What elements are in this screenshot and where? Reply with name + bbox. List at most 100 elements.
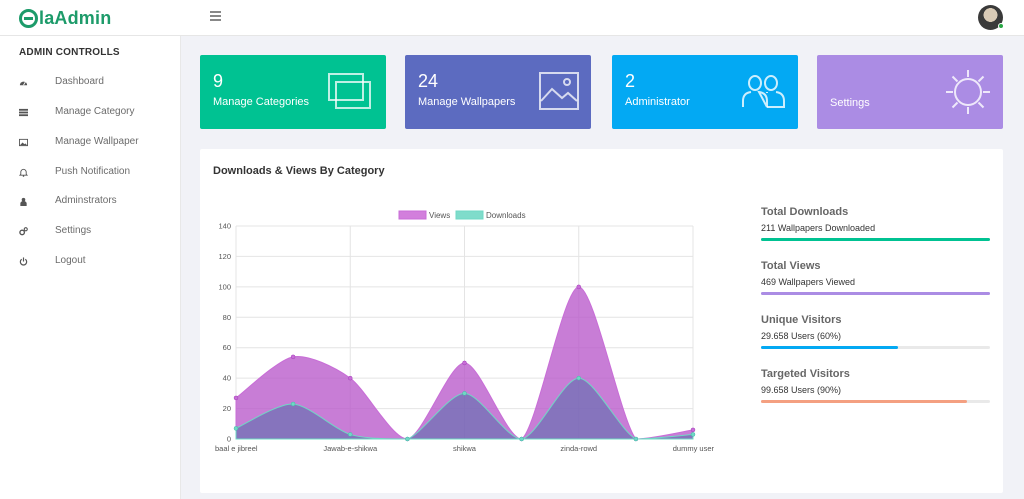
- data-point: [462, 391, 467, 396]
- card-label: Manage Wallpapers: [418, 96, 516, 108]
- progress-title: Total Downloads: [761, 206, 849, 218]
- data-point: [290, 354, 296, 360]
- data-point: [576, 284, 581, 290]
- legend-label: Downloads: [486, 211, 526, 220]
- data-point: [233, 426, 239, 431]
- y-tick-label: 140: [218, 222, 231, 231]
- data-point: [519, 436, 524, 442]
- progress-title: Targeted Visitors: [761, 368, 850, 380]
- legend-swatch: [455, 210, 484, 220]
- gear-outline-icon: [946, 70, 990, 114]
- legend-swatch: [398, 210, 427, 220]
- data-point: [576, 375, 581, 381]
- online-status-dot: [998, 23, 1004, 29]
- sidebar-item-adminstrators[interactable]: Adminstrators: [0, 191, 180, 213]
- card-label: Settings: [830, 97, 870, 109]
- users-outline-icon: [742, 74, 785, 108]
- cogs-icon: [19, 227, 28, 236]
- brand-name: laAdmin: [39, 7, 112, 28]
- panel-title: Downloads & Views By Category: [213, 165, 385, 177]
- card-label: Manage Categories: [213, 96, 310, 108]
- data-point: [290, 401, 296, 407]
- sidebar-item-label: Manage Wallpaper: [55, 136, 139, 147]
- x-tick-label: zinda-rowd: [560, 444, 597, 453]
- progress-track: [761, 238, 990, 241]
- y-tick-label: 20: [223, 404, 231, 413]
- card-label: Administrator: [625, 96, 690, 108]
- x-tick-label: baal e jibreel: [215, 444, 258, 453]
- data-point: [348, 375, 353, 381]
- image-icon: [19, 138, 28, 147]
- sidebar-item-push-notification[interactable]: Push Notification: [0, 162, 180, 184]
- data-point: [462, 360, 467, 366]
- progress-title: Unique Visitors: [761, 314, 842, 326]
- data-point: [690, 427, 696, 433]
- progress-track: [761, 292, 990, 295]
- card-manage-wallpapers[interactable]: 24 Manage Wallpapers: [405, 55, 591, 129]
- progress-unique-visitors: Unique Visitors 29.658 Users (60%): [761, 314, 990, 349]
- progress-subtitle: 211 Wallpapers Downloaded: [761, 223, 876, 233]
- y-tick-label: 80: [223, 313, 231, 322]
- logo-e-icon: [19, 8, 38, 28]
- data-point: [633, 436, 639, 442]
- downloads-views-panel: Downloads & Views By Category 0 20 40 60 80 1…: [200, 149, 1003, 493]
- bell-icon: [18, 168, 29, 177]
- progress-fill: [761, 346, 899, 349]
- legend-label: Views: [429, 211, 450, 220]
- x-tick-label: Jawab-e-shikwa: [323, 444, 378, 453]
- card-manage-categories[interactable]: 9 Manage Categories: [200, 55, 386, 129]
- sidebar-item-label: Settings: [55, 225, 92, 236]
- y-tick-label: 60: [223, 343, 231, 352]
- top-bar: laAdmin: [0, 0, 1024, 36]
- list-icon: [19, 108, 28, 117]
- progress-total-views: Total Views 469 Wallpapers Viewed: [761, 260, 990, 295]
- power-icon: [19, 257, 28, 266]
- sidebar-item-manage-wallpaper[interactable]: Manage Wallpaper: [0, 132, 180, 154]
- y-tick-label: 120: [218, 252, 231, 261]
- menu-toggle-icon[interactable]: [210, 11, 221, 21]
- sidebar-item-manage-category[interactable]: Manage Category: [0, 102, 180, 124]
- sidebar-item-logout[interactable]: Logout: [0, 251, 180, 273]
- progress-subtitle: 99.658 Users (90%): [761, 385, 842, 395]
- x-tick-label: shikwa: [453, 444, 477, 453]
- progress-subtitle: 469 Wallpapers Viewed: [761, 277, 856, 287]
- progress-track: [761, 400, 990, 403]
- users-icon: [19, 197, 28, 206]
- card-value: 9: [213, 71, 224, 91]
- sidebar-item-label: Dashboard: [55, 76, 104, 87]
- progress-subtitle: 29.658 Users (60%): [761, 331, 842, 341]
- sidebar-item-label: Logout: [55, 255, 86, 266]
- data-point: [233, 395, 239, 401]
- data-point: [690, 432, 696, 437]
- series-area-downloads: [235, 377, 694, 440]
- data-point: [405, 436, 410, 442]
- progress-fill: [761, 292, 990, 295]
- progress-fill: [761, 238, 990, 241]
- card-value: 24: [418, 71, 439, 91]
- progress-fill: [761, 400, 968, 403]
- sidebar-item-dashboard[interactable]: Dashboard: [0, 72, 180, 94]
- downloads-views-chart: 0 20 40 60 80 100 120 140 baal e jibreel Jawab-e-…: [215, 210, 715, 453]
- x-tick-label: dummy user: [673, 444, 715, 453]
- brand-logo[interactable]: laAdmin: [19, 7, 111, 29]
- progress-targeted-visitors: Targeted Visitors 99.658 Users (90%): [761, 368, 990, 403]
- sidebar: ADMIN CONTROLLS Dashboard Manage Categor…: [0, 36, 181, 499]
- layers-icon: [328, 73, 371, 109]
- y-tick-label: 40: [223, 374, 231, 383]
- sidebar-item-label: Adminstrators: [55, 195, 117, 206]
- sidebar-title: ADMIN CONTROLLS: [19, 47, 120, 58]
- card-settings[interactable]: Settings: [817, 55, 1003, 129]
- card-administrator[interactable]: 2 Administrator: [612, 55, 798, 129]
- picture-icon: [539, 72, 579, 110]
- progress-total-downloads: Total Downloads 211 Wallpapers Downloade…: [761, 206, 990, 241]
- progress-title: Total Views: [761, 260, 821, 272]
- progress-track: [761, 346, 990, 349]
- data-point: [348, 432, 353, 437]
- y-tick-label: 100: [218, 282, 231, 291]
- sidebar-item-settings[interactable]: Settings: [0, 221, 180, 243]
- dashboard-icon: [19, 78, 28, 87]
- sidebar-item-label: Push Notification: [55, 166, 131, 177]
- y-tick-label: 0: [227, 435, 231, 444]
- sidebar-item-label: Manage Category: [55, 106, 135, 117]
- card-value: 2: [625, 71, 636, 91]
